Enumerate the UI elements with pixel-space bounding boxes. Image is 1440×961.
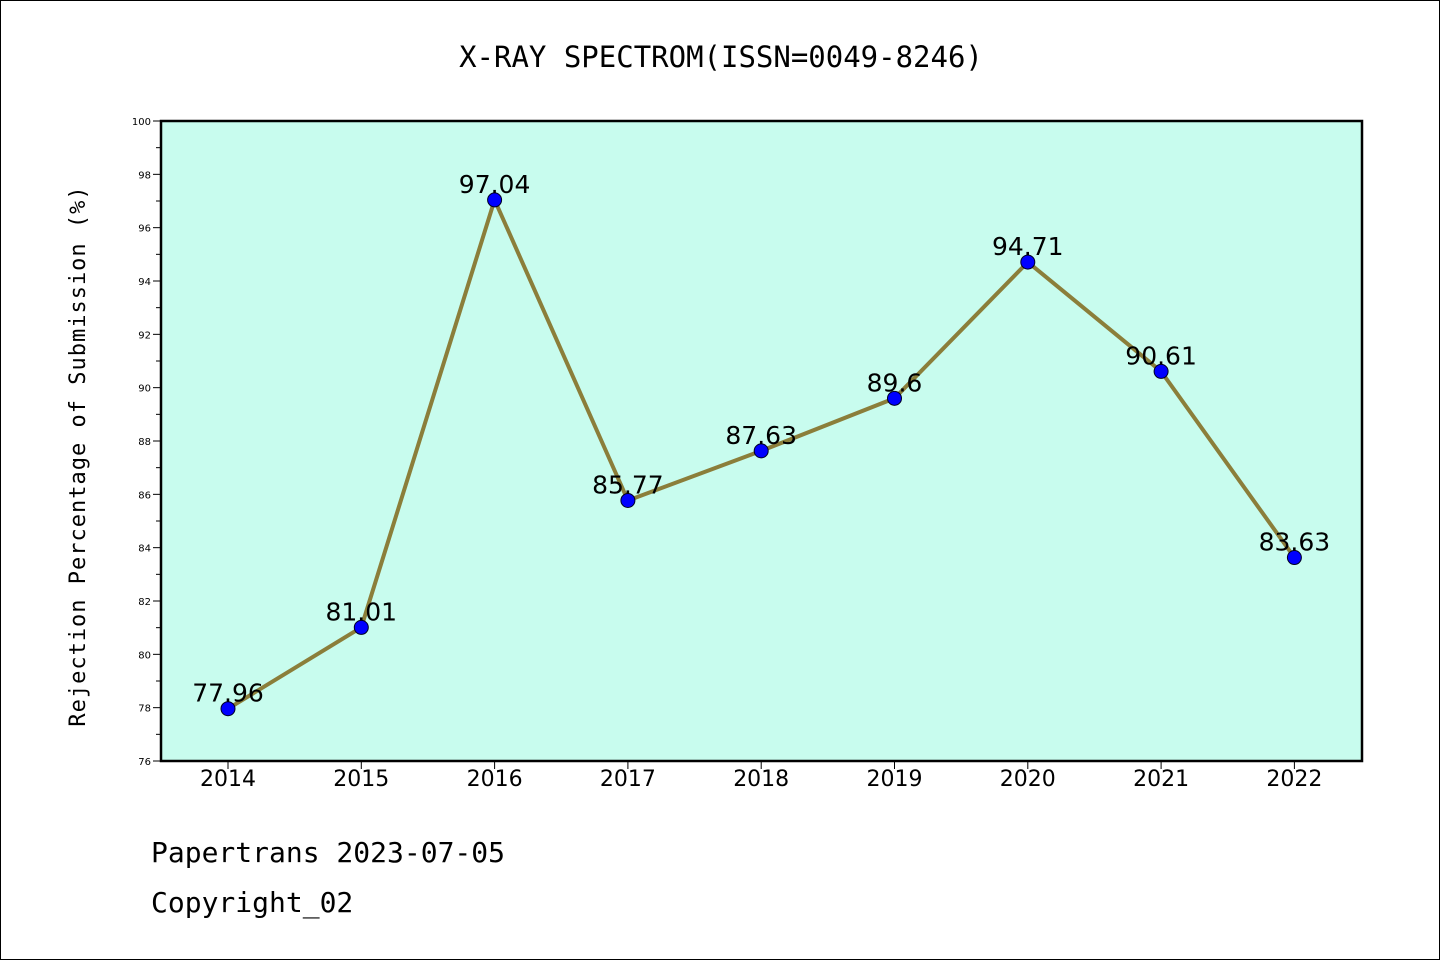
x-tick-label: 2020 xyxy=(1000,767,1056,792)
y-tick-label: 92 xyxy=(138,330,151,341)
y-tick-label: 84 xyxy=(138,544,151,555)
x-tick-label: 2021 xyxy=(1133,767,1189,792)
y-tick-label: 96 xyxy=(138,224,151,235)
chart-title: X-RAY SPECTROM(ISSN=0049-8246) xyxy=(459,40,983,74)
data-point xyxy=(353,619,369,635)
x-tick-label: 2014 xyxy=(200,767,256,792)
data-label: 81.01 xyxy=(326,597,398,626)
x-tick-label: 2018 xyxy=(733,767,789,792)
y-tick-label: 90 xyxy=(138,384,151,395)
data-point xyxy=(1153,363,1169,379)
plot-area xyxy=(161,121,1362,761)
footer-source: Papertrans 2023-07-05 xyxy=(151,836,506,869)
data-point xyxy=(753,443,769,459)
y-tick-label: 98 xyxy=(138,170,151,181)
plot-border xyxy=(159,119,1364,763)
x-tick-label: 2017 xyxy=(600,767,656,792)
y-tick-label: 86 xyxy=(138,490,151,501)
data-label: 77.96 xyxy=(192,679,264,708)
y-tick-label: 94 xyxy=(138,277,151,288)
data-labels: 77.96 81.01 97.04 85.77 87.63 89.6 94.71 90.61 8… xyxy=(192,170,1330,708)
data-point xyxy=(220,701,236,717)
data-label: 83.63 xyxy=(1259,528,1331,557)
y-tick-label: 78 xyxy=(138,704,151,715)
data-point xyxy=(1286,550,1302,566)
data-points xyxy=(220,192,1302,717)
data-label: 87.63 xyxy=(725,421,797,450)
data-label: 90.61 xyxy=(1125,341,1197,370)
data-point xyxy=(620,492,636,508)
x-tick-label: 2019 xyxy=(867,767,923,792)
data-point xyxy=(1020,254,1036,270)
data-label: 94.71 xyxy=(992,232,1064,261)
y-tick-label: 82 xyxy=(138,597,151,608)
y-tick-label: 80 xyxy=(138,650,151,661)
y-axis-label: Rejection Percentage of Submission (%) xyxy=(66,185,91,726)
data-point xyxy=(887,390,902,406)
data-point xyxy=(487,192,503,208)
y-tick-label: 88 xyxy=(138,437,151,448)
x-tick-label: 2022 xyxy=(1266,767,1322,792)
footer-copyright: Copyright_02 xyxy=(151,886,354,919)
axes: 76 78 80 82 84 86 88 90 92 94 96 98 100 2014 2015 2016 2… xyxy=(132,117,1322,792)
data-label: 85.77 xyxy=(592,470,664,499)
data-label: 97.04 xyxy=(459,170,531,199)
y-tick-label: 76 xyxy=(138,757,151,768)
data-label: 89.6 xyxy=(867,368,923,397)
x-tick-label: 2015 xyxy=(333,767,389,792)
x-tick-label: 2016 xyxy=(467,767,523,792)
y-tick-label: 100 xyxy=(132,117,151,128)
